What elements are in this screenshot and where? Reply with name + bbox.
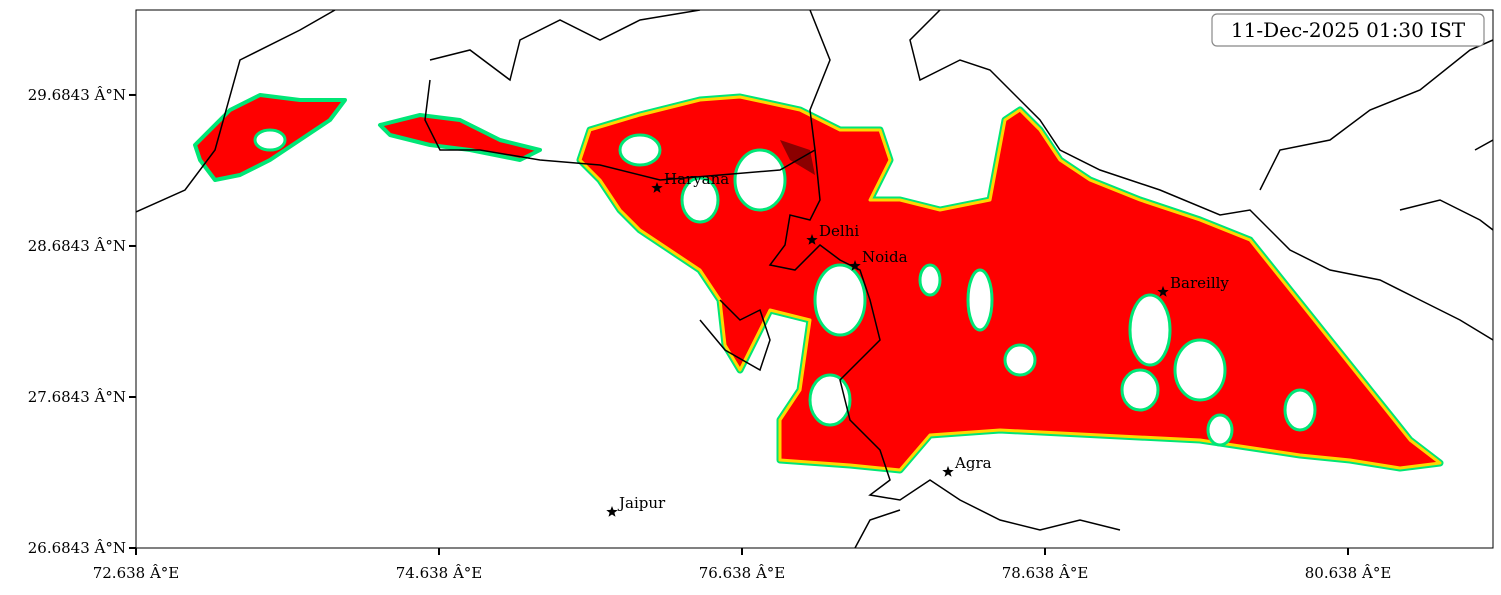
city-label: Delhi [819, 222, 859, 240]
x-tick-label: 80.638 Â°E [1305, 564, 1392, 582]
city-marker [849, 260, 861, 271]
city-marker [606, 506, 618, 517]
y-tick-label: 29.6843 Â°N [28, 86, 126, 104]
city-label: Noida [862, 248, 908, 266]
timestamp-box: 11-Dec-2025 01:30 IST [1211, 13, 1485, 47]
y-tick-label: 28.6843 Â°N [28, 237, 126, 255]
city-label: Jaipur [617, 494, 666, 512]
city-marker [806, 234, 818, 245]
y-tick-label: 26.6843 Â°N [28, 539, 126, 557]
y-tick-label: 27.6843 Â°N [28, 388, 126, 406]
city-label: Bareilly [1170, 274, 1229, 292]
x-tick-label: 78.638 Â°E [1002, 564, 1089, 582]
fog-field [136, 10, 1493, 548]
x-tick-label: 72.638 Â°E [93, 564, 180, 582]
x-tick-label: 76.638 Â°E [699, 564, 786, 582]
city-label: Agra [954, 454, 992, 472]
city-label: Haryana [664, 170, 729, 188]
map-frame [135, 9, 1494, 549]
timestamp: 11-Dec-2025 01:30 IST [1231, 18, 1466, 42]
x-tick-label: 74.638 Â°E [396, 564, 483, 582]
city-marker [651, 182, 663, 193]
boundaries [136, 10, 1493, 548]
city-marker [1157, 285, 1169, 297]
city-marker [942, 465, 954, 477]
